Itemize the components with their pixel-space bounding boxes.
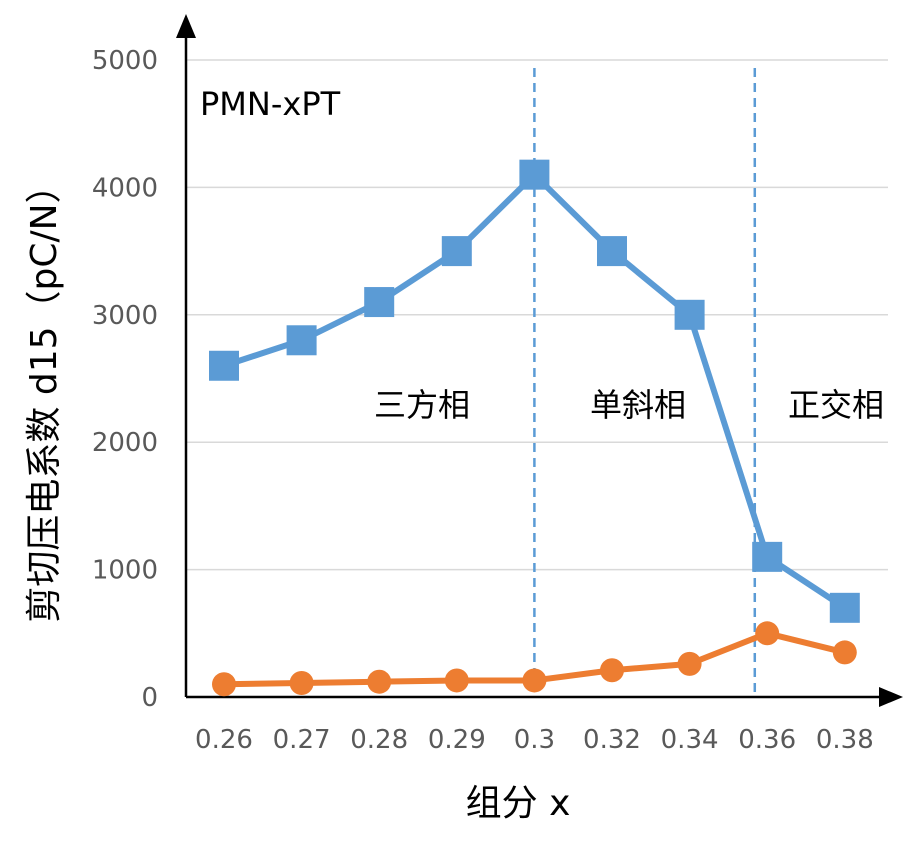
x-tick-label: 0.29 xyxy=(428,725,486,755)
data-point-square xyxy=(364,287,395,318)
data-point-circle xyxy=(444,668,469,693)
annotation-label: PMN-xPT xyxy=(200,85,341,123)
data-point-circle xyxy=(600,658,624,683)
phase-label-orthorhombic: 正交相 xyxy=(788,386,884,424)
x-tick-label: 0.34 xyxy=(661,725,719,755)
x-tick-label: 0.32 xyxy=(583,725,641,755)
data-point-circle xyxy=(212,672,236,697)
grid-lines xyxy=(186,59,888,571)
data-point-square xyxy=(829,592,860,623)
data-point-circle xyxy=(289,670,314,695)
y-tick-label: 1000 xyxy=(92,556,158,586)
data-point-square xyxy=(597,236,627,267)
y-tick-label: 5000 xyxy=(92,46,158,76)
y-tick-label: 4000 xyxy=(92,173,158,203)
phase-label-monoclinic: 单斜相 xyxy=(590,386,686,424)
y-tick-labels: 0 1000 2000 3000 4000 5000 xyxy=(92,46,158,713)
x-tick-label: 0.36 xyxy=(738,725,796,755)
data-point-circle xyxy=(832,640,857,665)
data-point-square xyxy=(441,236,472,267)
x-axis-title: 组分 x xyxy=(466,783,571,824)
x-tick-label: 0.27 xyxy=(273,725,331,755)
y-axis-title: 剪切压电系数 d15（pC/N） xyxy=(24,167,65,622)
data-point-square xyxy=(286,325,317,356)
axes xyxy=(176,14,903,707)
data-point-circle xyxy=(677,651,702,676)
x-tick-labels: 0.26 0.27 0.28 0.29 0.3 0.32 0.34 0.36 0.38 xyxy=(195,725,874,755)
y-tick-label: 3000 xyxy=(92,301,158,331)
x-tick-label: 0.3 xyxy=(514,725,555,755)
phase-label-rhombohedral: 三方相 xyxy=(374,386,470,424)
phase-boundaries xyxy=(533,68,757,697)
data-point-square xyxy=(519,159,550,190)
y-tick-label: 0 xyxy=(141,683,158,713)
x-axis-arrow xyxy=(879,687,903,707)
data-point-circle xyxy=(522,668,547,693)
data-point-square xyxy=(674,299,705,330)
series-markers xyxy=(209,159,860,697)
x-tick-label: 0.28 xyxy=(350,725,408,755)
y-axis-arrow xyxy=(176,14,196,38)
data-point-square xyxy=(209,350,239,381)
data-point-square xyxy=(752,541,783,572)
y-tick-label: 2000 xyxy=(92,428,158,458)
data-point-circle xyxy=(367,669,392,694)
x-tick-label: 0.38 xyxy=(816,725,874,755)
data-point-circle xyxy=(755,621,780,646)
x-tick-label: 0.26 xyxy=(195,725,253,755)
